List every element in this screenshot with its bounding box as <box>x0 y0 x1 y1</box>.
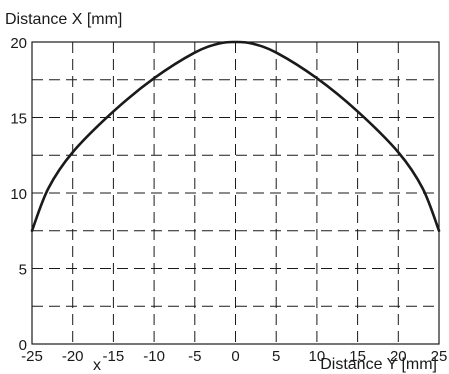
y-tick-label: 10 <box>10 186 27 203</box>
x-tick-label: 20 <box>390 348 407 365</box>
y-tick-label: 5 <box>19 262 27 279</box>
y-tick-label: 0 <box>19 337 27 354</box>
x-tick-label: 5 <box>272 348 280 365</box>
x-tick-labels: -25 -20 -15 -10 -5 0 5 10 15 20 25 <box>21 348 447 365</box>
grid-lines <box>32 42 439 344</box>
x-tick-label: 0 <box>231 348 239 365</box>
x-tick-label: -15 <box>103 348 125 365</box>
x-tick-label: 10 <box>309 348 326 365</box>
x-tick-label: -25 <box>21 348 43 365</box>
y-tick-labels: 0 5 10 15 20 <box>10 35 27 354</box>
y-axis-label: Distance X [mm] <box>5 11 122 28</box>
x-tick-label: 25 <box>431 348 448 365</box>
x-marker-label: x <box>93 357 101 374</box>
x-tick-label: -20 <box>62 348 84 365</box>
x-axis-label: Distance Y [mm] <box>320 356 437 373</box>
x-tick-label: -10 <box>143 348 165 365</box>
series-layer <box>30 40 441 233</box>
x-tick-label: 15 <box>349 348 366 365</box>
y-tick-label: 15 <box>10 111 27 128</box>
y-tick-label: 20 <box>10 35 27 52</box>
x-tick-label: -5 <box>188 348 201 365</box>
series-line <box>30 40 441 233</box>
